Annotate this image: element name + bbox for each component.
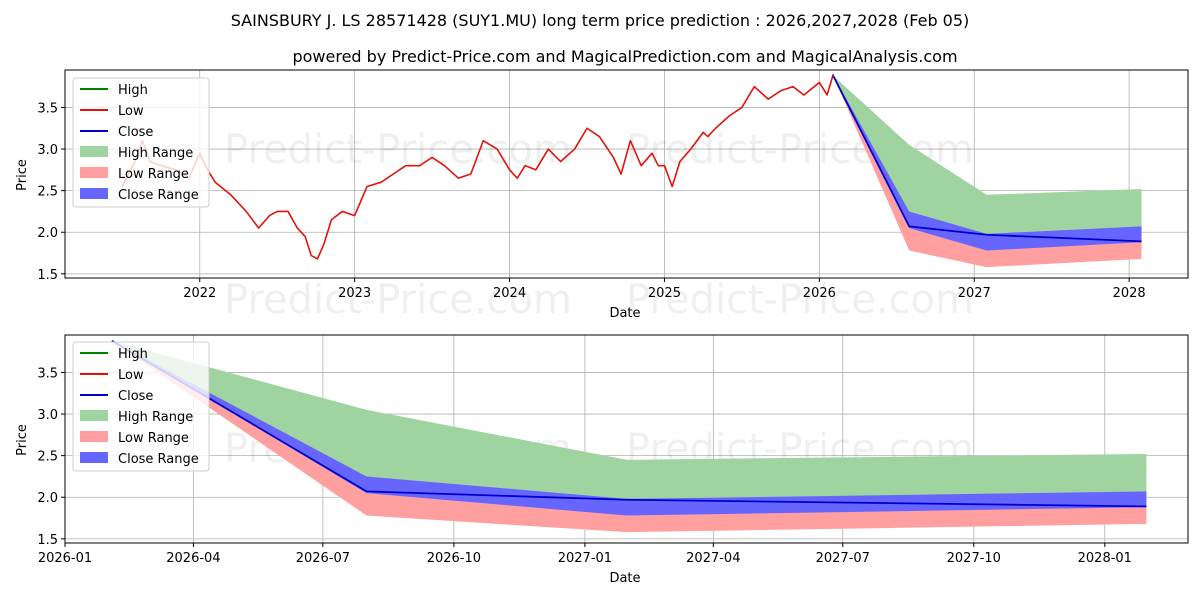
- high-range-band: [833, 75, 1142, 242]
- close-range-band: [111, 340, 1147, 516]
- bottom-series: [111, 340, 1147, 533]
- top-series: [121, 73, 1142, 268]
- legend-high-label: High: [118, 83, 148, 98]
- y-tick-label: 3.0: [37, 408, 58, 423]
- legend-close-label: Close: [118, 389, 153, 404]
- x-tick-label: 2027-10: [947, 551, 1001, 566]
- legend-low-label: Low: [118, 368, 144, 383]
- y-tick-label: 1.5: [37, 533, 58, 548]
- bottom-axes: 2026-01 2026-04 2026-07 2026-10 2027-01 2027-…: [37, 366, 1132, 566]
- legend-close-range-swatch: [80, 452, 108, 463]
- legend-low-range-label: Low Range: [118, 431, 189, 446]
- legend-high-range-label: High Range: [118, 410, 193, 425]
- top-y-axis-label: Price: [15, 159, 30, 191]
- low-range-band: [833, 75, 1142, 268]
- x-tick-label: 2028-01: [1078, 551, 1132, 566]
- y-tick-label: 2.5: [37, 185, 58, 200]
- legend-high-range-label: High Range: [118, 146, 193, 161]
- low-range-band: [111, 340, 1147, 533]
- x-tick-label: 2023: [338, 286, 371, 301]
- bottom-x-axis-label: Date: [609, 571, 640, 586]
- x-tick-label: 2027-04: [686, 551, 740, 566]
- legend-low-range-swatch: [80, 431, 108, 442]
- x-tick-label: 2026-04: [166, 551, 220, 566]
- legend-low-label: Low: [118, 104, 144, 119]
- legend-close-range-label: Close Range: [118, 452, 199, 467]
- x-tick-label: 2027-01: [558, 551, 612, 566]
- close-forecast-line: [111, 340, 1147, 508]
- top-plot-frame: [64, 69, 1189, 279]
- y-tick-label: 3.5: [37, 101, 58, 116]
- x-tick-label: 2028: [1113, 286, 1146, 301]
- x-tick-label: 2027: [958, 286, 991, 301]
- watermark-text: Predict-Price.com: [626, 277, 974, 323]
- legend-close-label: Close: [118, 125, 153, 140]
- y-tick-label: 2.5: [37, 450, 58, 465]
- bottom-plot-frame: [64, 334, 1189, 544]
- x-tick-label: 2026-07: [296, 551, 350, 566]
- x-tick-label: 2025: [648, 286, 681, 301]
- x-tick-label: 2026: [803, 286, 836, 301]
- top-axes: 2022 2023 2024 2025 2026 2027 2028 1.5 2.0 2.5 3.0…: [37, 101, 1145, 301]
- y-tick-label: 3.5: [37, 366, 58, 381]
- close-forecast-line: [832, 75, 1142, 243]
- watermark-text: Predict-Price.com: [224, 277, 572, 323]
- x-tick-label: 2022: [183, 286, 216, 301]
- legend-close-range-swatch: [80, 188, 108, 199]
- x-tick-label: 2026-01: [38, 551, 92, 566]
- chart-title: SAINSBURY J. LS 28571428 (SUY1.MU) long …: [231, 11, 970, 30]
- legend-close-range-label: Close Range: [118, 188, 199, 203]
- bottom-panel: Predict-Price.com Predict-Price.com 2026…: [15, 334, 1189, 586]
- chart-subtitle: powered by Predict-Price.com and Magical…: [292, 47, 957, 66]
- legend-high-label: High: [118, 347, 148, 362]
- close-range-band: [833, 75, 1142, 251]
- top-watermarks: Predict-Price.com Predict-Price.com Pred…: [224, 127, 974, 323]
- top-x-axis-label: Date: [609, 306, 640, 321]
- y-tick-label: 2.0: [37, 226, 58, 241]
- legend-low-range-swatch: [80, 167, 108, 178]
- y-tick-label: 1.5: [37, 268, 58, 283]
- top-legend: High Low Close High Range Low Range Clos…: [72, 77, 210, 208]
- y-tick-label: 3.0: [37, 143, 58, 158]
- x-tick-label: 2026-10: [427, 551, 481, 566]
- x-tick-label: 2027-07: [816, 551, 870, 566]
- high-range-band: [111, 340, 1147, 507]
- x-tick-label: 2024: [493, 286, 526, 301]
- legend-low-range-label: Low Range: [118, 167, 189, 182]
- y-tick-label: 2.0: [37, 491, 58, 506]
- legend-high-range-swatch: [80, 146, 108, 157]
- low-price-history-line: [121, 73, 835, 260]
- top-panel: Predict-Price.com Predict-Price.com Pred…: [15, 69, 1189, 323]
- bottom-y-axis-label: Price: [15, 424, 30, 456]
- watermark-text: Predict-Price.com: [224, 127, 572, 173]
- bottom-legend: High Low Close High Range Low Range Clos…: [72, 341, 210, 472]
- legend-high-range-swatch: [80, 410, 108, 421]
